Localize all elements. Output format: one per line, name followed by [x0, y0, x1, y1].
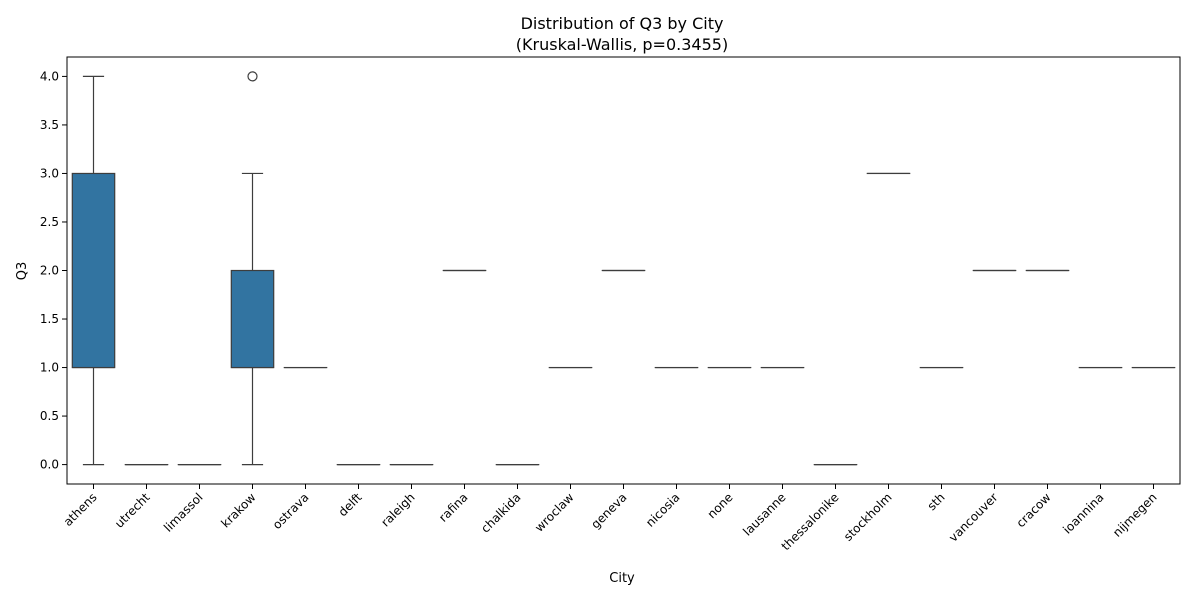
y-tick-label: 3.0	[40, 166, 59, 180]
y-axis-label: Q3	[15, 262, 30, 281]
x-tick-label-stockholm: stockholm	[841, 490, 895, 544]
y-tick-label: 3.5	[40, 118, 59, 132]
x-tick-label-athens: athens	[61, 490, 100, 529]
x-tick-label-delft: delft	[336, 490, 365, 519]
box-athens	[72, 173, 114, 367]
x-tick-label-none: none	[705, 490, 736, 521]
x-tick-label-lausanne: lausanne	[740, 490, 788, 538]
y-tick-label: 4.0	[40, 69, 59, 83]
chart-subtitle: (Kruskal-Wallis, p=0.3455)	[516, 35, 728, 54]
plot-area: 0.0 0.5 1.0 1.5 2.0 2.5 3.0 3.5 4.0 athens utrecht…	[40, 57, 1180, 553]
x-tick-label-ostrava: ostrava	[270, 490, 312, 532]
box-krakow	[231, 271, 273, 368]
x-tick-label-utrecht: utrecht	[112, 490, 153, 531]
x-tick-label-limassol: limassol	[161, 490, 205, 534]
x-tick-label-vancouver: vancouver	[946, 490, 1001, 545]
x-tick-label-rafina: rafina	[436, 490, 471, 525]
x-tick-label-ioannina: ioannina	[1060, 490, 1106, 536]
y-tick-label: 0.0	[40, 458, 59, 472]
x-tick-label-nicosia: nicosia	[643, 490, 682, 529]
x-axis-label: City	[609, 571, 635, 586]
box-group-athens	[72, 76, 114, 464]
outlier-point	[248, 72, 257, 81]
x-tick-label-geneva: geneva	[588, 490, 629, 531]
x-tick-label-wroclaw: wroclaw	[532, 490, 577, 535]
y-tick-label: 2.5	[40, 215, 59, 229]
x-tick-label-sth: sth	[925, 490, 948, 513]
x-tick-label-cracow: cracow	[1014, 490, 1054, 530]
x-tick-label-krakow: krakow	[218, 490, 258, 530]
y-tick-label: 0.5	[40, 409, 59, 423]
y-tick-label: 1.5	[40, 312, 59, 326]
y-tick-label: 1.0	[40, 361, 59, 375]
x-tick-label-chalkida: chalkida	[478, 490, 523, 535]
box-group-krakow	[231, 72, 273, 465]
x-tick-label-nijmegen: nijmegen	[1110, 490, 1159, 539]
chart-title: Distribution of Q3 by City	[521, 14, 724, 33]
x-tick-label-raleigh: raleigh	[378, 490, 417, 529]
y-tick-label: 2.0	[40, 264, 59, 278]
